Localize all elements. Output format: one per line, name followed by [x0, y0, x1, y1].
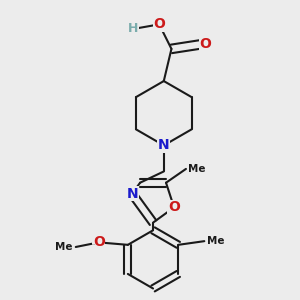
Text: Me: Me — [188, 164, 206, 174]
Text: O: O — [199, 37, 211, 51]
Text: N: N — [126, 187, 138, 201]
Text: Me: Me — [55, 242, 73, 252]
Text: H: H — [128, 22, 138, 35]
Text: methoxy: methoxy — [90, 243, 96, 244]
Text: O: O — [153, 17, 165, 32]
Text: N: N — [158, 138, 169, 152]
Text: O: O — [93, 236, 105, 249]
Text: Me: Me — [207, 236, 224, 246]
Text: O: O — [168, 200, 180, 214]
